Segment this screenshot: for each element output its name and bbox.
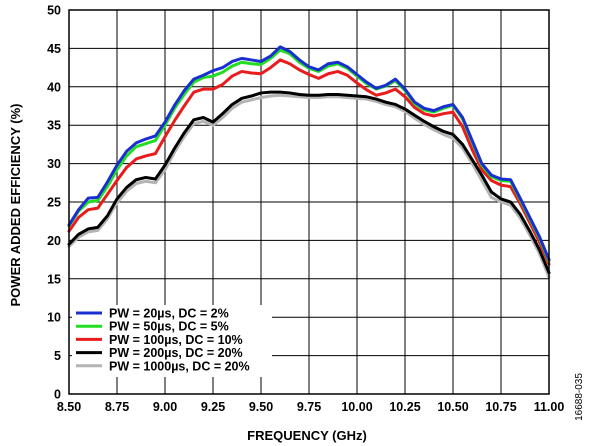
x-tick-label: 9.25: [201, 400, 225, 414]
series-line-2: [67, 58, 551, 266]
x-tick-label: 10.25: [389, 400, 420, 414]
x-tick-label: 9.00: [153, 400, 177, 414]
series-layer: [67, 45, 551, 279]
y-tick-label: 15: [47, 272, 61, 286]
y-tick-label: 5: [54, 349, 61, 363]
x-tick-labels: 8.50 8.75 9.00 9.25 9.50 9.75 10.00 10.25 10.50 1…: [57, 400, 565, 414]
x-tick-label: 10.00: [341, 400, 372, 414]
legend: PW = 20µs, DC = 2%PW = 50µs, DC = 5%PW =…: [72, 305, 272, 377]
x-tick-label: 10.75: [485, 400, 516, 414]
y-tick-label: 20: [47, 234, 61, 248]
series-line-4: [67, 93, 551, 279]
x-tick-label: 8.75: [105, 400, 129, 414]
series-line-0: [67, 45, 551, 262]
x-tick-label: 10.50: [437, 400, 468, 414]
legend-background: [72, 305, 272, 377]
y-tick-label: 45: [47, 42, 61, 56]
y-tick-label: 0: [54, 388, 61, 402]
x-tick-label: 11.00: [534, 400, 565, 414]
y-tick-label: 35: [47, 119, 61, 133]
x-axis-title: FREQUENCY (GHz): [247, 428, 367, 443]
legend-label-2: PW = 100µs, DC = 10%: [109, 333, 243, 347]
y-tick-label: 40: [47, 80, 61, 94]
figure-id: 16688-035: [574, 373, 585, 421]
y-axis-title: POWER ADDED EFFICIENCY (%): [8, 104, 23, 307]
y-tick-label: 30: [47, 157, 61, 171]
legend-label-0: PW = 20µs, DC = 2%: [109, 307, 229, 321]
plot-frame: [68, 9, 550, 395]
y-tick-labels: 0 5 10 15 20 25 30 35 40 45 50: [47, 4, 61, 402]
series-line-3: [67, 90, 551, 275]
x-tick-label: 8.50: [57, 400, 81, 414]
legend-label-1: PW = 50µs, DC = 5%: [109, 320, 229, 334]
x-tick-label: 9.50: [249, 400, 273, 414]
y-tick-label: 10: [47, 311, 61, 325]
y-tick-label: 50: [47, 4, 61, 18]
legend-label-3: PW = 200µs, DC = 20%: [109, 346, 243, 360]
legend-label-4: PW = 1000µs, DC = 20%: [109, 359, 250, 373]
x-tick-label: 9.75: [297, 400, 321, 414]
y-tick-label: 25: [47, 196, 61, 210]
